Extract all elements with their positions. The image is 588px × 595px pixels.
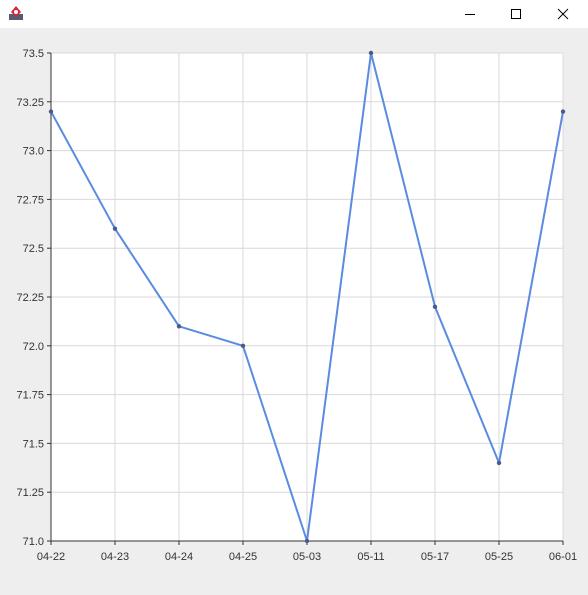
y-tick-label: 71.5 <box>23 438 44 450</box>
minimize-icon <box>465 14 475 15</box>
close-button[interactable] <box>540 0 586 28</box>
x-tick-label: 04-22 <box>37 551 65 563</box>
data-point <box>368 50 374 56</box>
maximize-icon <box>511 9 521 19</box>
y-tick-label: 71.0 <box>23 536 44 548</box>
line-chart: 71.0 71.25 71.5 71.75 72.0 72.25 72.5 72.75 73.0… <box>16 48 577 563</box>
chart-panel: 71.0 71.25 71.5 71.75 72.0 72.25 72.5 72.75 73.0… <box>0 28 588 595</box>
x-tick-label: 06-01 <box>549 551 577 563</box>
y-tick-label: 72.5 <box>23 243 44 255</box>
data-point <box>432 304 438 309</box>
y-tick-label: 72.25 <box>16 292 44 304</box>
data-point <box>304 538 310 544</box>
y-tick-label: 72.75 <box>16 194 44 206</box>
x-tick-label: 04-23 <box>101 551 129 563</box>
x-tick-label: 04-25 <box>229 551 257 563</box>
y-tick-label: 71.25 <box>16 487 44 499</box>
x-tick-label: 05-11 <box>357 551 384 563</box>
data-point <box>48 109 54 114</box>
data-point <box>112 226 118 231</box>
maximize-button[interactable] <box>493 0 539 28</box>
y-tick-label: 72.0 <box>23 341 44 353</box>
x-tick-label: 05-17 <box>421 551 449 563</box>
minimize-button[interactable] <box>447 0 493 28</box>
y-tick-label: 73.5 <box>23 48 44 60</box>
title-bar <box>0 0 588 28</box>
data-point <box>240 343 246 348</box>
y-tick-label: 71.75 <box>16 390 44 402</box>
data-point <box>560 109 566 114</box>
x-tick-label: 05-25 <box>485 551 513 563</box>
y-tick-label: 73.25 <box>16 97 44 109</box>
x-tick-label: 05-03 <box>293 551 321 563</box>
close-icon <box>557 8 569 20</box>
data-point <box>176 324 182 329</box>
x-tick-label: 04-24 <box>165 551 193 563</box>
data-point <box>496 460 502 466</box>
java-app-icon <box>9 6 23 20</box>
y-tick-label: 73.0 <box>23 146 44 158</box>
